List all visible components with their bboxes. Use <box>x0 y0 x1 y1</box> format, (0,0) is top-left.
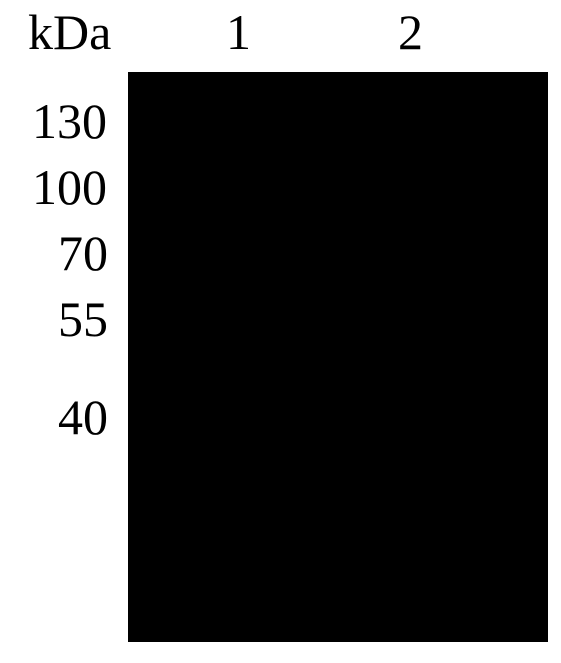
mw-marker-70: 70 <box>58 224 108 282</box>
gel-image <box>128 72 548 642</box>
unit-label: kDa <box>28 3 111 61</box>
gel-figure: kDa 1 2 130 100 70 55 40 <box>0 0 561 663</box>
lane-label-2: 2 <box>398 3 423 61</box>
lane-label-1: 1 <box>226 3 251 61</box>
mw-marker-40: 40 <box>58 388 108 446</box>
mw-marker-130: 130 <box>32 92 107 150</box>
mw-marker-100: 100 <box>32 158 107 216</box>
mw-marker-55: 55 <box>58 290 108 348</box>
